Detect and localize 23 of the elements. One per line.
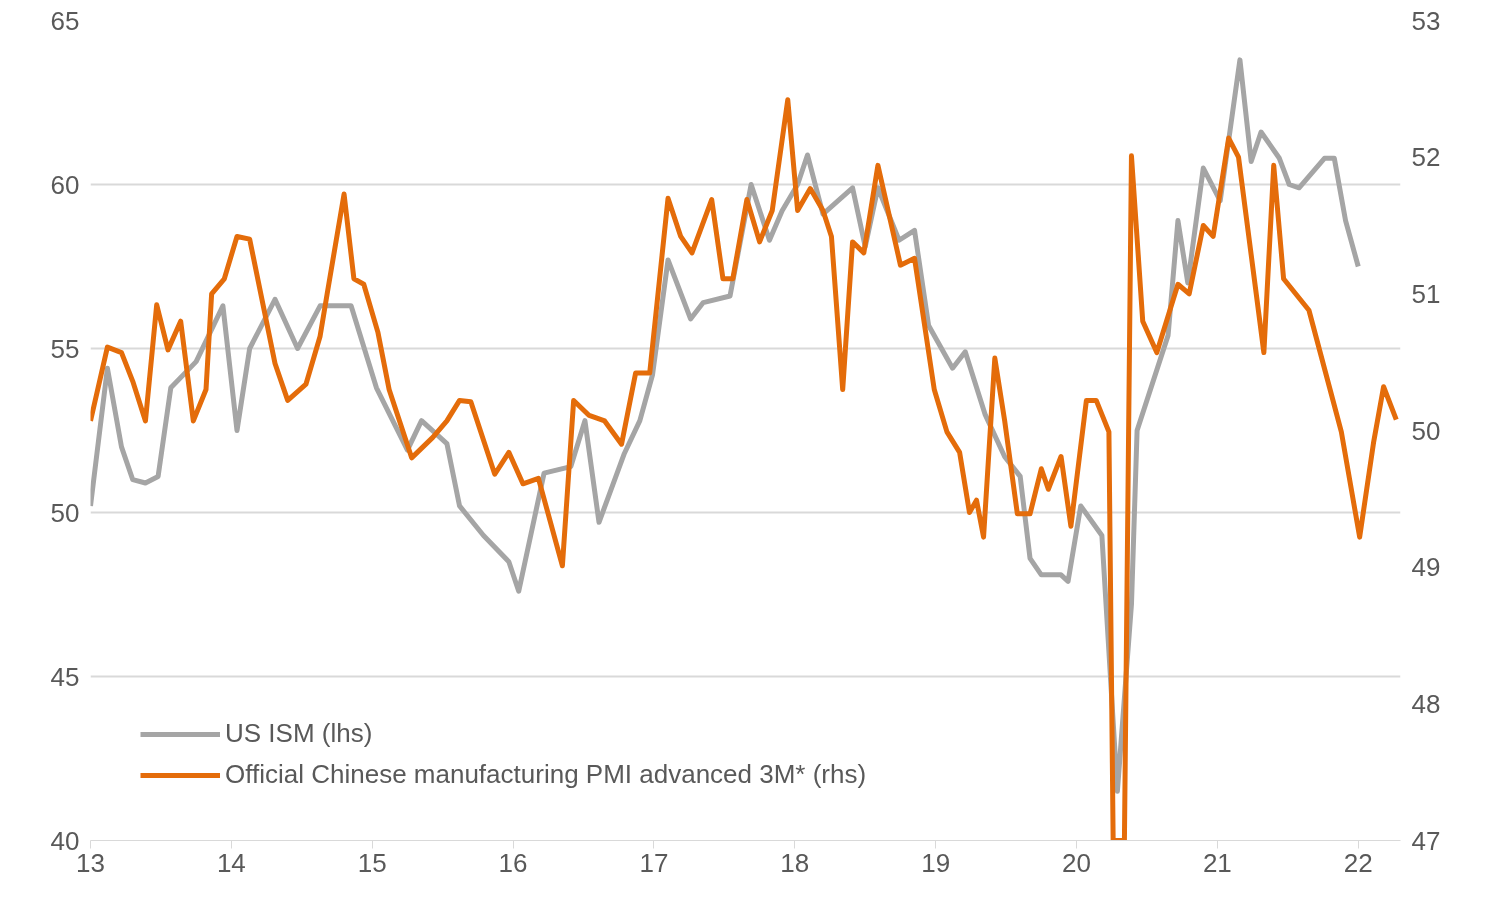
legend-label: Official Chinese manufacturing PMI advanced 3M* (rhs)	[225, 759, 867, 790]
y2-tick-label: 52	[1411, 142, 1441, 173]
x-tick-label: 15	[357, 847, 387, 878]
y2-tick-label: 51	[1411, 278, 1441, 309]
y2-tick-label: 48	[1411, 688, 1441, 719]
x-tick-label: 18	[780, 847, 810, 878]
x-tick-label: 20	[1062, 847, 1091, 878]
x-tick-label: 22	[1343, 847, 1373, 878]
y-tick-label: 65	[50, 5, 80, 36]
y-tick-label: 60	[50, 169, 80, 200]
y2-tick-label: 47	[1411, 825, 1441, 856]
y2-tick-label: 50	[1411, 415, 1441, 446]
y-tick-label: 45	[50, 661, 80, 692]
y2-tick-label: 53	[1411, 5, 1441, 36]
x-tick-label: 17	[639, 847, 669, 878]
y-tick-label: 50	[50, 497, 80, 528]
y-tick-label: 55	[50, 333, 80, 364]
y2-tick-label: 49	[1411, 552, 1441, 583]
x-tick-label: 14	[216, 847, 246, 878]
x-tick-label: 19	[921, 847, 951, 878]
x-tick-label: 16	[498, 847, 528, 878]
x-tick-label: 21	[1202, 847, 1232, 878]
legend-label: US ISM (lhs)	[225, 718, 373, 749]
